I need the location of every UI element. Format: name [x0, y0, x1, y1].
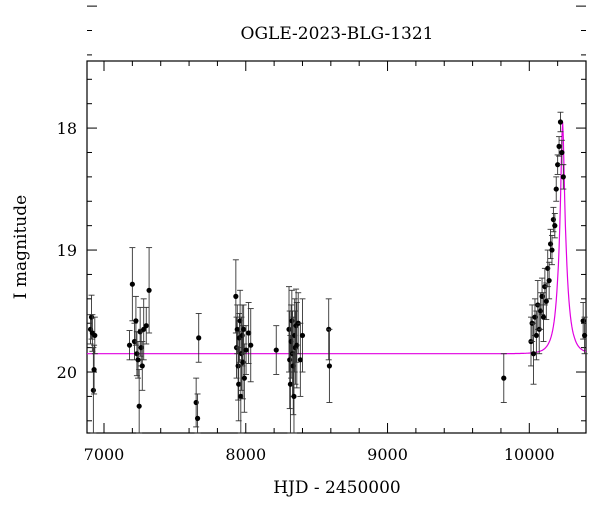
y-tick-label: 19 — [57, 241, 77, 260]
model-curve — [87, 121, 587, 355]
data-point — [91, 366, 97, 373]
data-point — [146, 287, 152, 293]
data-point — [246, 330, 252, 336]
data-point — [543, 298, 549, 304]
data-point — [143, 323, 149, 329]
y-tick-label: 18 — [57, 119, 77, 138]
data-point — [287, 381, 294, 387]
data-point — [233, 293, 239, 299]
data-point — [92, 332, 98, 339]
data-point — [135, 357, 141, 363]
data-point — [138, 345, 144, 351]
data-point — [136, 403, 142, 409]
data-point — [286, 326, 292, 332]
data-point — [194, 415, 201, 421]
data-point — [141, 326, 147, 332]
data-point — [238, 393, 244, 400]
data-point — [546, 277, 552, 284]
data-point — [530, 351, 537, 357]
data-point — [581, 332, 588, 339]
data-point — [139, 363, 145, 369]
data-point — [234, 326, 240, 332]
data-point — [501, 375, 507, 381]
data-point — [133, 318, 139, 324]
data-point — [553, 186, 559, 192]
y-tick-labels: 18 19 20 — [57, 119, 77, 382]
data-point — [129, 281, 135, 287]
data-point — [236, 381, 242, 387]
data-point — [559, 149, 565, 156]
plot-frame — [86, 60, 587, 434]
x-axis-label: HJD - 2450000 — [273, 478, 401, 498]
data-point — [555, 162, 561, 168]
data-point — [235, 363, 241, 369]
data-point — [291, 393, 297, 400]
data-point — [297, 357, 303, 363]
data-point — [549, 247, 555, 253]
x-tick-label: 8000 — [225, 445, 266, 464]
data-point — [126, 342, 133, 348]
data-point — [134, 351, 140, 357]
data-point — [557, 119, 564, 125]
data-point — [540, 314, 547, 320]
x-tick-label: 10000 — [504, 445, 555, 464]
data-point — [243, 347, 249, 353]
data-point — [299, 332, 306, 339]
y-axis-label: I magnitude — [11, 195, 31, 299]
data-point — [556, 143, 562, 149]
data-point — [241, 375, 247, 381]
chart-title: OGLE-2023-BLG-1321 — [241, 24, 434, 44]
data-point — [326, 363, 333, 369]
x-tick-label: 9000 — [367, 445, 408, 464]
axis-ticks — [87, 5, 587, 433]
data-point — [248, 342, 254, 348]
data-point — [273, 347, 279, 353]
data-point — [196, 335, 202, 341]
data-point — [533, 332, 539, 339]
data-point — [241, 326, 247, 332]
x-tick-label: 7000 — [84, 445, 125, 464]
data-point — [90, 387, 96, 393]
y-tick-label: 20 — [57, 363, 77, 382]
data-point — [552, 223, 558, 229]
data-points — [87, 111, 588, 434]
data-point — [560, 174, 566, 180]
x-tick-labels: 7000 8000 9000 10000 — [84, 445, 555, 464]
